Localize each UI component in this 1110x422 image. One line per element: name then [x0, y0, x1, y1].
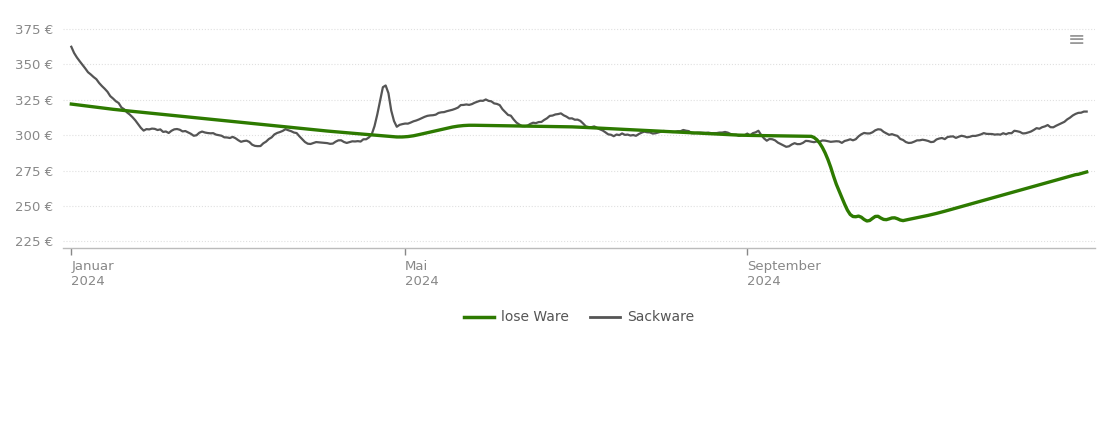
Text: ≡: ≡: [1068, 30, 1086, 49]
Legend: lose Ware, Sackware: lose Ware, Sackware: [458, 305, 700, 330]
